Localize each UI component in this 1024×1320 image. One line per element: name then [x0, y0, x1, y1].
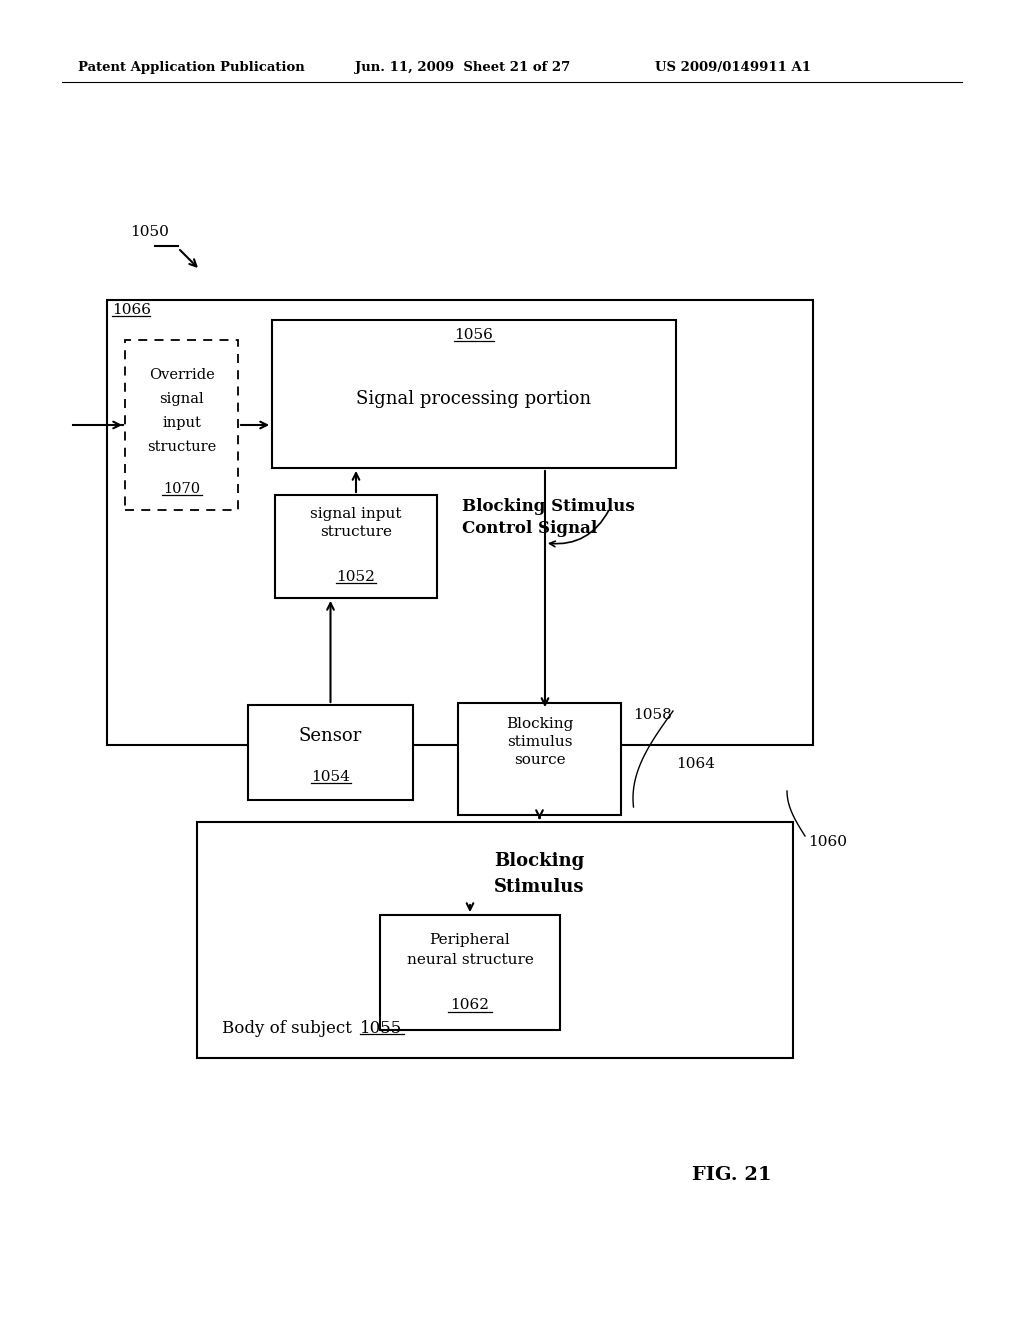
Text: 1058: 1058 — [633, 708, 672, 722]
Bar — [125, 341, 238, 510]
Text: 1056: 1056 — [455, 327, 494, 342]
Bar — [458, 704, 621, 814]
Bar — [275, 495, 437, 598]
Text: Jun. 11, 2009  Sheet 21 of 27: Jun. 11, 2009 Sheet 21 of 27 — [355, 62, 570, 74]
Bar — [272, 319, 676, 469]
Text: 1054: 1054 — [311, 770, 350, 784]
Text: Body of subject: Body of subject — [222, 1020, 362, 1038]
Text: 1066: 1066 — [112, 304, 151, 317]
Text: US 2009/0149911 A1: US 2009/0149911 A1 — [655, 62, 811, 74]
Text: structure: structure — [146, 440, 216, 454]
Text: signal: signal — [159, 392, 204, 407]
Text: source: source — [514, 752, 565, 767]
Text: 1055: 1055 — [360, 1020, 402, 1038]
Text: Control Signal: Control Signal — [462, 520, 597, 537]
Text: 1050: 1050 — [130, 224, 169, 239]
Text: Blocking: Blocking — [495, 851, 585, 870]
Text: Patent Application Publication: Patent Application Publication — [78, 62, 305, 74]
Bar — [380, 915, 560, 1030]
Text: Peripheral: Peripheral — [430, 933, 510, 946]
Text: stimulus: stimulus — [507, 735, 572, 748]
Text: Signal processing portion: Signal processing portion — [356, 389, 592, 408]
Text: 1060: 1060 — [808, 836, 847, 849]
Bar — [106, 300, 813, 744]
Bar — [197, 822, 793, 1059]
Text: Sensor: Sensor — [299, 727, 362, 744]
Text: neural structure: neural structure — [407, 953, 534, 968]
Text: structure: structure — [319, 525, 392, 539]
Text: input: input — [162, 416, 201, 430]
Text: Blocking: Blocking — [506, 717, 573, 731]
Text: 1062: 1062 — [451, 998, 489, 1012]
Text: 1064: 1064 — [676, 756, 715, 771]
Text: 1070: 1070 — [163, 482, 200, 496]
Text: Override: Override — [148, 368, 214, 381]
Text: 1052: 1052 — [337, 570, 376, 583]
Bar — [248, 705, 413, 800]
Text: Stimulus: Stimulus — [495, 878, 585, 896]
Text: FIG. 21: FIG. 21 — [692, 1166, 772, 1184]
Text: signal input: signal input — [310, 507, 401, 521]
Text: Blocking Stimulus: Blocking Stimulus — [462, 498, 635, 515]
